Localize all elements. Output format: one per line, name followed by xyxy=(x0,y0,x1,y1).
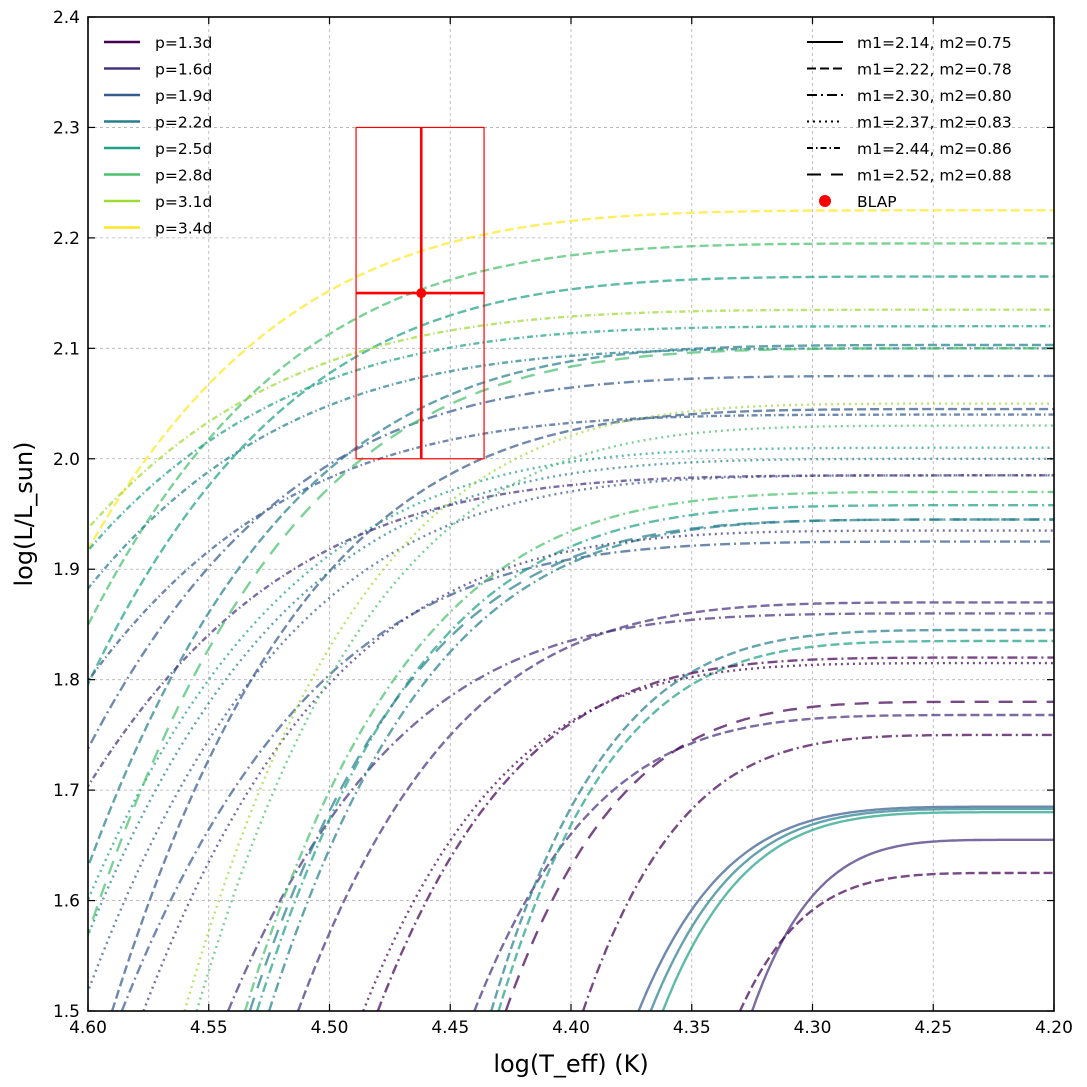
period-legend-label: p=2.8d xyxy=(155,167,212,185)
series-line xyxy=(296,601,1054,1011)
x-tick-label: 4.25 xyxy=(914,1018,952,1038)
mass-legend: m1=2.14, m2=0.75 m1=2.22, m2=0.78 m1=2.30,… xyxy=(807,34,1012,211)
y-tick-label: 1.5 xyxy=(53,1002,80,1022)
series-line xyxy=(376,656,1054,1011)
mass-legend-label: BLAP xyxy=(857,193,897,211)
mass-legend-label: m1=2.37, m2=0.83 xyxy=(857,114,1012,132)
series-line xyxy=(110,407,1054,1011)
series-line xyxy=(750,838,1054,1011)
series-line xyxy=(473,713,1054,1011)
series-line xyxy=(142,529,1054,1011)
series-line xyxy=(504,700,1054,1011)
x-tick-label: 4.45 xyxy=(431,1018,469,1038)
mass-legend-label: m1=2.44, m2=0.86 xyxy=(857,140,1012,158)
y-tick-label: 2.0 xyxy=(53,450,80,470)
series-line xyxy=(183,402,1054,1011)
series-line xyxy=(88,474,1054,789)
series-line xyxy=(88,275,1054,687)
mass-legend-label: m1=2.30, m2=0.80 xyxy=(857,87,1012,105)
series-line xyxy=(88,209,1054,552)
y-tick-label: 2.4 xyxy=(53,8,80,28)
series-line xyxy=(88,474,1054,995)
blap-point xyxy=(416,288,427,299)
period-legend: p=1.3d p=1.6d p=1.9d p=2.2d p=2.5d p=2.8d p=3.… xyxy=(104,34,212,238)
y-tick-label: 2.3 xyxy=(53,118,80,138)
y-axis-label: log(L/L_sun) xyxy=(10,441,38,586)
series-line xyxy=(738,871,1054,1011)
series-line xyxy=(243,490,1054,1011)
period-legend-label: p=2.5d xyxy=(155,140,212,158)
ticks: 4.60 4.55 4.50 4.45 4.40 4.35 4.30 4.25 4.20 1.5 1… xyxy=(53,8,1073,1038)
mass-legend-label: m1=2.14, m2=0.75 xyxy=(857,34,1012,52)
series-line xyxy=(581,733,1054,1011)
period-legend-label: p=3.4d xyxy=(155,220,212,238)
x-axis-label-text: log(T_eff) (K) xyxy=(493,1050,648,1078)
series-line xyxy=(362,661,1054,1011)
series-line xyxy=(226,612,1054,1011)
mass-legend-marker xyxy=(819,195,831,207)
series-line xyxy=(88,308,1054,531)
series-line xyxy=(497,639,1054,1011)
series-line xyxy=(255,504,1054,1011)
x-tick-label: 4.20 xyxy=(1035,1018,1073,1038)
y-tick-label: 2.1 xyxy=(53,339,80,359)
blap-layer xyxy=(355,126,485,460)
x-tick-label: 4.50 xyxy=(311,1018,349,1038)
series-line xyxy=(637,805,1054,1011)
period-legend-label: p=1.3d xyxy=(155,34,212,52)
series-line xyxy=(248,518,1054,1011)
y-tick-label: 1.8 xyxy=(53,671,80,691)
series-line xyxy=(88,343,1054,871)
mass-legend-label: m1=2.22, m2=0.78 xyxy=(857,61,1012,79)
x-axis-label: log(T_eff) (K) xyxy=(493,1050,648,1078)
y-tick-label: 1.7 xyxy=(53,781,80,801)
series-line xyxy=(88,347,1054,938)
mass-legend-label: m1=2.52, m2=0.88 xyxy=(857,167,1012,185)
period-legend-label: p=1.6d xyxy=(155,61,212,79)
series-line xyxy=(88,413,1054,683)
y-tick-label: 2.2 xyxy=(53,229,80,249)
grid xyxy=(88,17,1054,1011)
series-line xyxy=(661,811,1054,1011)
y-axis-label-text: log(L/L_sun) xyxy=(10,441,38,586)
x-tick-label: 4.40 xyxy=(552,1018,590,1038)
series-line xyxy=(649,807,1054,1011)
period-legend-label: p=1.9d xyxy=(155,87,212,105)
series-line xyxy=(88,374,1054,752)
y-tick-label: 1.9 xyxy=(53,560,80,580)
period-legend-label: p=3.1d xyxy=(155,193,212,211)
series-line xyxy=(490,628,1054,1011)
period-legend-label: p=2.2d xyxy=(155,114,212,132)
series-line xyxy=(88,242,1054,628)
series-line xyxy=(267,518,1054,1011)
y-tick-label: 1.6 xyxy=(53,892,80,912)
x-tick-label: 4.30 xyxy=(794,1018,832,1038)
x-tick-label: 4.35 xyxy=(673,1018,711,1038)
series-line xyxy=(195,424,1054,1011)
x-tick-label: 4.55 xyxy=(190,1018,228,1038)
series-line xyxy=(88,446,1054,903)
x-tick-label: 4.60 xyxy=(69,1018,107,1038)
series-layer xyxy=(88,209,1054,1011)
